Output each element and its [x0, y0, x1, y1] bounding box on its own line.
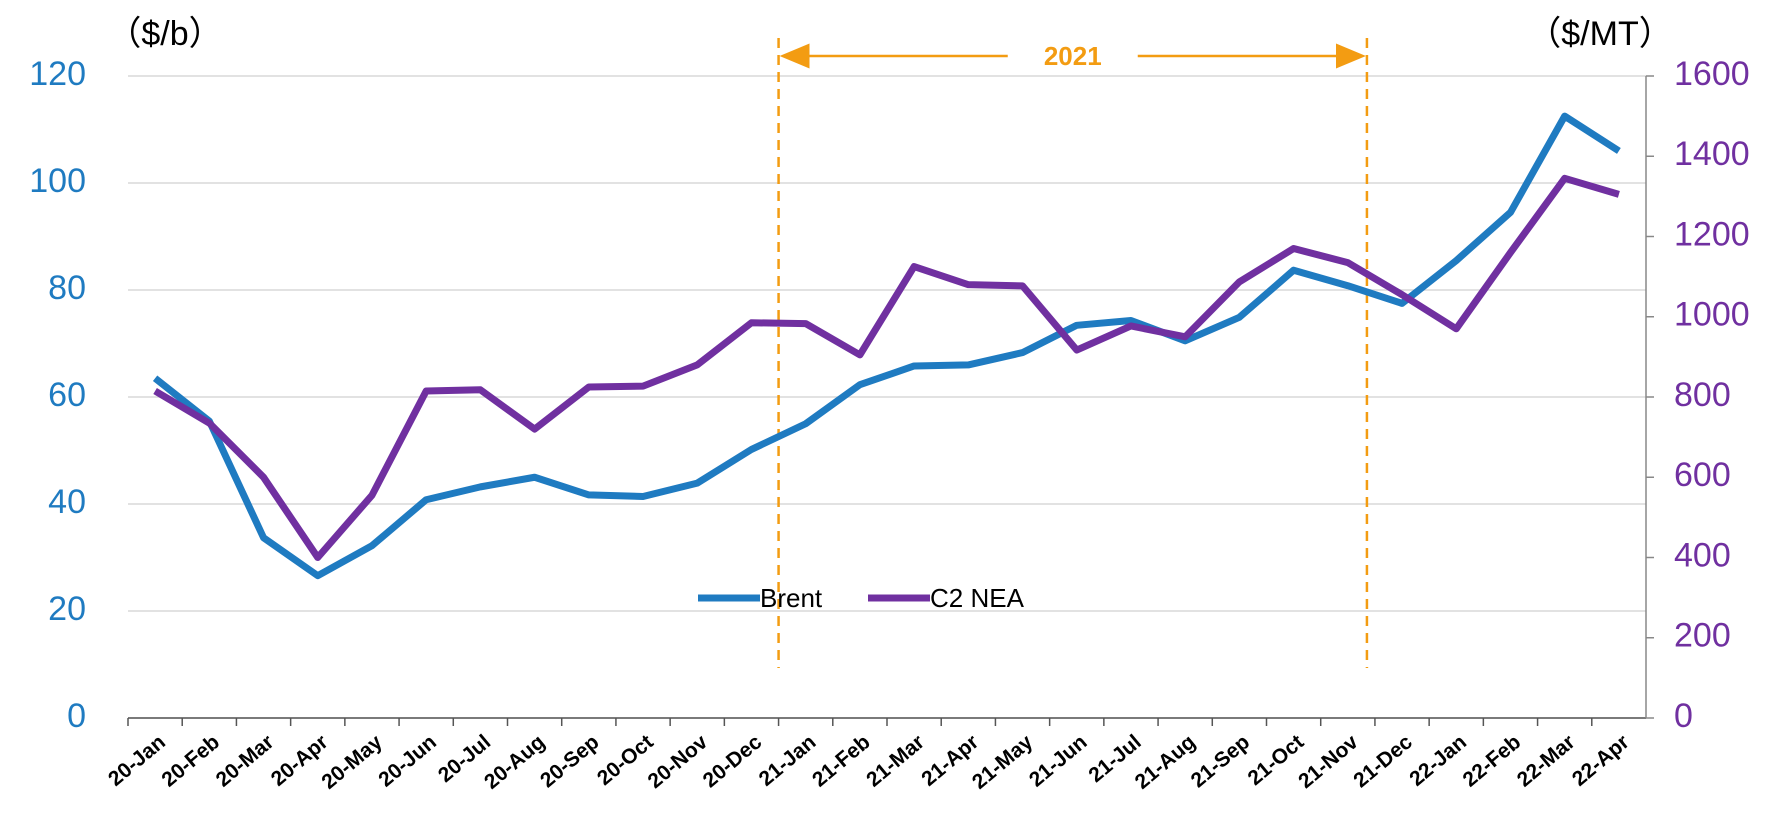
x-tick-label: 21-Sep	[1187, 730, 1255, 792]
y2-tick-label: 1400	[1674, 135, 1750, 173]
x-tick-label: 20-Sep	[536, 730, 604, 792]
x-tick-label: 21-Jan	[755, 730, 821, 790]
x-tick-label: 20-Jun	[374, 730, 441, 791]
y2-tick-label: 0	[1674, 697, 1693, 735]
x-tick-label: 20-Feb	[157, 730, 224, 791]
y-tick-label: 40	[48, 483, 86, 521]
x-tick-label: 21-Feb	[808, 730, 875, 791]
x-tick-label: 20-Nov	[644, 730, 713, 793]
x-tick-label: 21-Aug	[1131, 730, 1200, 793]
x-tick-label: 21-May	[968, 730, 1038, 794]
x-tick-label: 21-Jun	[1025, 730, 1092, 791]
series-line	[152, 112, 1621, 580]
x-tick-label: 20-Aug	[480, 730, 549, 793]
series-line	[153, 174, 1620, 561]
y2-axis-label: （$/MT）	[1527, 15, 1672, 53]
legend-label: C2 NEA	[930, 583, 1025, 613]
x-tick-label: 21-Dec	[1349, 730, 1417, 792]
y2-tick-label: 600	[1674, 456, 1731, 494]
x-tick-label: 22-Apr	[1568, 730, 1634, 790]
y-tick-label: 100	[29, 162, 86, 200]
legend-label: Brent	[760, 583, 823, 613]
x-tick-label: 22-Jan	[1405, 730, 1471, 790]
y2-tick-label: 1200	[1674, 215, 1750, 253]
y-tick-label: 80	[48, 269, 86, 307]
y-tick-label: 20	[48, 590, 86, 628]
y-axis-label: （$/b）	[107, 15, 222, 53]
x-tick-label: 20-May	[317, 730, 387, 794]
y-tick-label: 0	[67, 697, 86, 735]
x-tick-label: 20-Jan	[104, 730, 170, 790]
x-tick-label: 21-Nov	[1294, 730, 1363, 793]
x-tick-label: 22-Mar	[1513, 730, 1580, 791]
x-tick-label: 21-Mar	[862, 730, 929, 791]
x-tick-label: 22-Feb	[1459, 730, 1526, 791]
y-tick-label: 60	[48, 376, 86, 414]
x-tick-label: 20-Mar	[212, 730, 279, 791]
y2-tick-label: 400	[1674, 536, 1731, 574]
annotation: 2021	[1044, 41, 1102, 71]
y-tick-label: 120	[29, 55, 86, 93]
x-tick-label: 20-Dec	[699, 730, 767, 792]
y2-tick-label: 1600	[1674, 55, 1750, 93]
y2-tick-label: 1000	[1674, 296, 1750, 334]
y2-tick-label: 200	[1674, 617, 1731, 655]
y2-tick-label: 800	[1674, 376, 1731, 414]
